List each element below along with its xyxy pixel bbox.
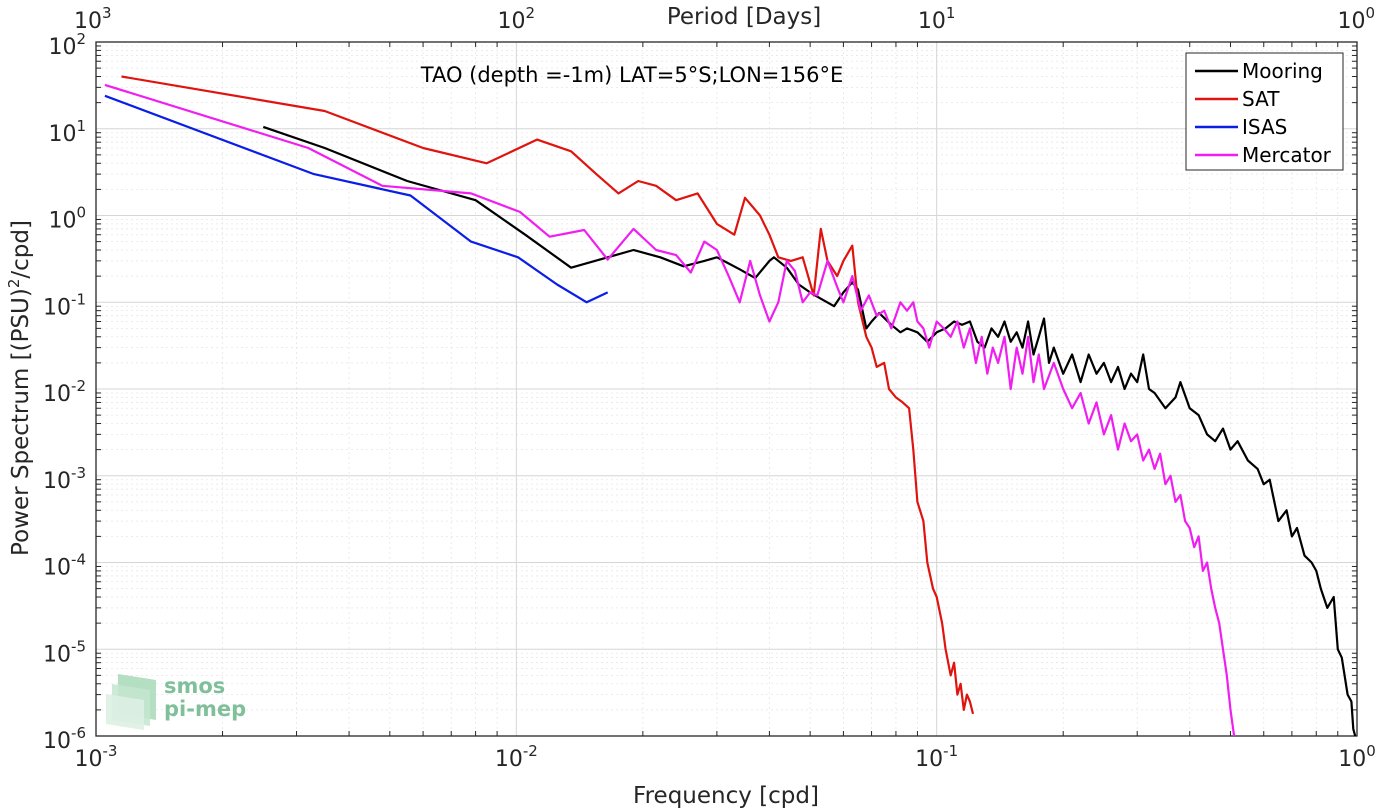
legend-label-isas: ISAS [1242, 115, 1287, 139]
x-tick-label: 100 [1338, 742, 1376, 772]
legend-label-mooring: Mooring [1242, 59, 1323, 83]
logo-text-pi-mep: pi-mep [164, 697, 246, 721]
y-tick-label: 10-2 [43, 377, 86, 407]
logo-text-smos: smos [164, 674, 225, 698]
x-tick-labels: 10-3 10-2 10-1 100 [75, 742, 1376, 772]
x-tick-label: 10-1 [915, 742, 958, 772]
top-axis-label: Period [Days] [667, 4, 821, 30]
y-tick-label: 10-1 [43, 290, 86, 320]
legend-label-sat: SAT [1242, 87, 1280, 111]
top-tick-label: 100 [1337, 4, 1375, 34]
chart-title: TAO (depth =-1m) LAT=5°S;LON=156°E [420, 63, 844, 87]
smos-pi-mep-logo: smos pi-mep [106, 674, 246, 730]
top-tick-label: 102 [498, 4, 536, 34]
series-line-mercator [104, 83, 1236, 737]
tick-marks [96, 42, 1357, 736]
x-tick-label: 10-3 [75, 742, 118, 772]
grid-major [95, 42, 1357, 737]
series-line-sat [121, 75, 975, 715]
series-line-isas [104, 94, 609, 304]
x-axis-label: Frequency [cpd] [633, 783, 819, 809]
legend-label-mercator: Mercator [1242, 143, 1332, 167]
series-layer [104, 75, 1357, 737]
top-tick-label: 101 [918, 4, 956, 34]
y-tick-labels: 102 101 100 10-1 10-2 10-3 10-4 10-5 10-6 [43, 30, 86, 754]
y-tick-label: 10-6 [43, 724, 86, 754]
y-tick-label: 100 [48, 204, 86, 234]
x-tick-label: 10-2 [495, 742, 538, 772]
y-tick-label: 10-3 [43, 464, 86, 494]
top-tick-label: 103 [74, 4, 112, 34]
y-axis-label: Power Spectrum [(PSU)2/cpd] [5, 220, 34, 556]
y-tick-label: 102 [48, 30, 86, 60]
legend: Mooring SAT ISAS Mercator [1185, 52, 1344, 171]
y-tick-label: 10-5 [43, 637, 86, 667]
top-tick-labels: 103 102 101 100 [74, 4, 1375, 34]
series-line-mooring [262, 125, 1357, 737]
y-tick-label: 10-4 [43, 551, 86, 581]
plot-frame [95, 41, 1358, 737]
y-tick-label: 101 [48, 117, 86, 147]
